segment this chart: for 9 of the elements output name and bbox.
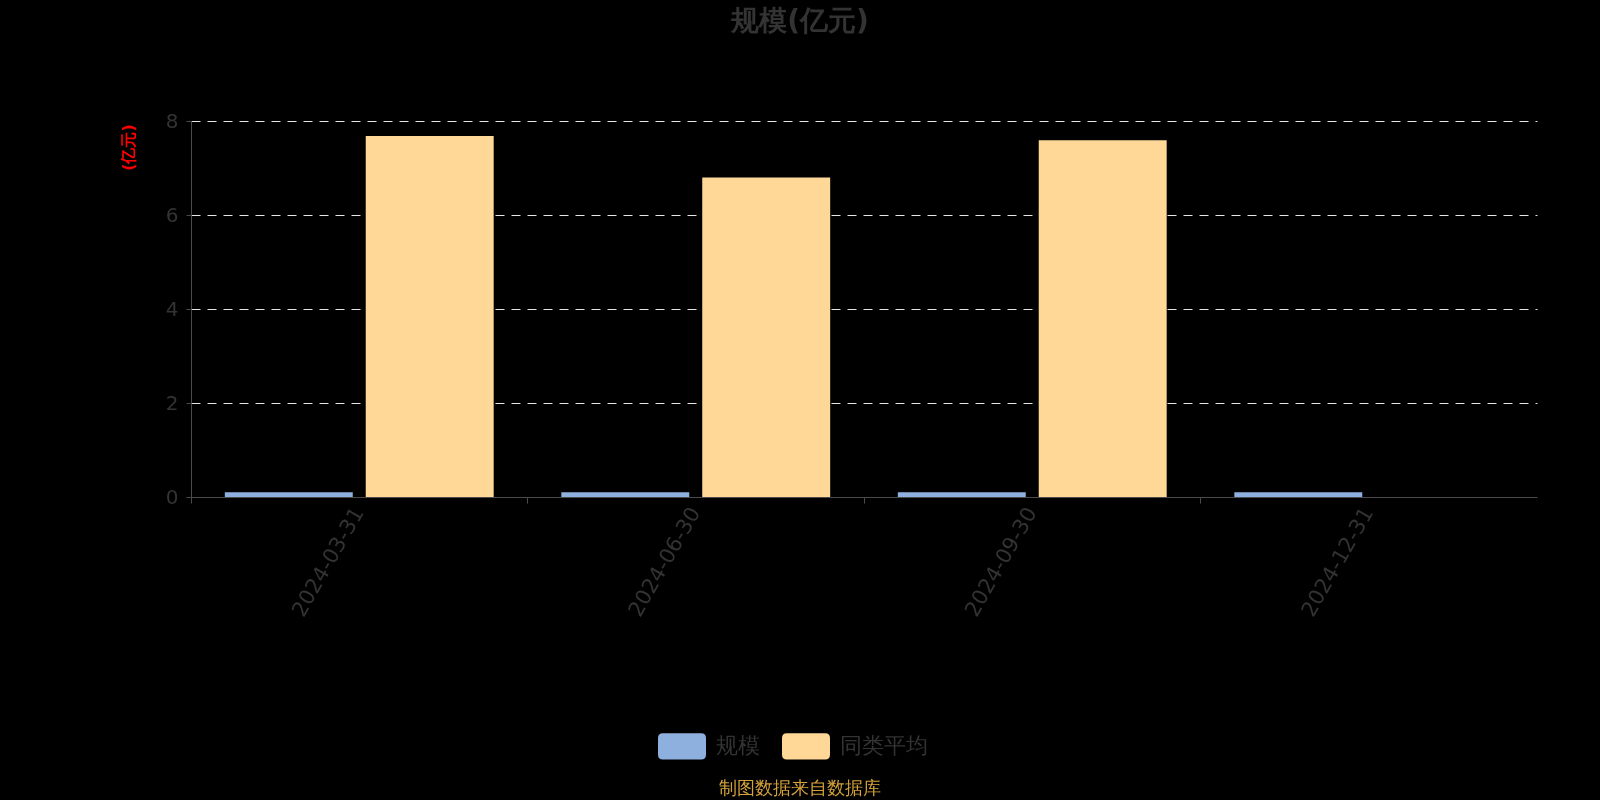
bar: [1234, 492, 1363, 497]
bar: [365, 136, 494, 497]
bar: [224, 492, 353, 497]
bar: [897, 492, 1026, 497]
y-axis-title: (亿元): [118, 124, 138, 171]
bar: [1038, 140, 1167, 497]
text: 制图数据来自数据库: [719, 777, 881, 798]
bar: [561, 492, 690, 497]
bar: [702, 177, 831, 497]
